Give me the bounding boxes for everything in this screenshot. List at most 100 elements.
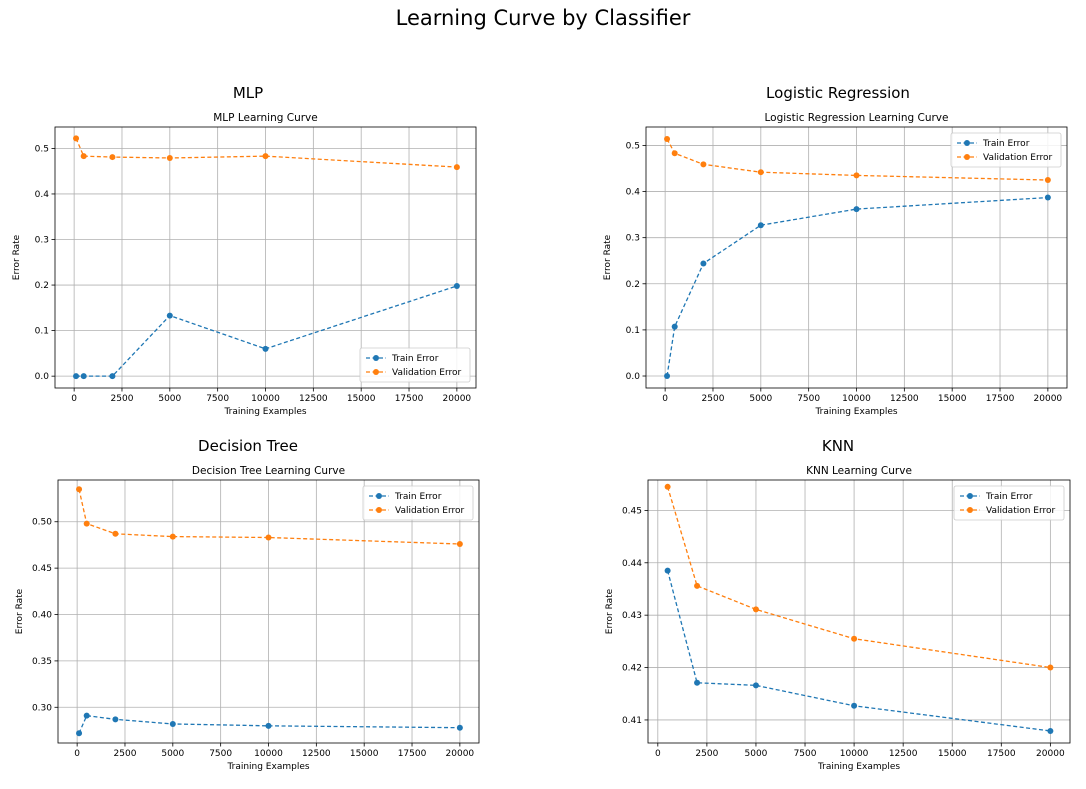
- chart-title: Decision Tree Learning Curve: [192, 465, 345, 477]
- data-point-train: [664, 373, 671, 380]
- x-tick-label: 0: [662, 394, 668, 404]
- chart-title: KNN Learning Curve: [806, 465, 912, 477]
- data-point-validation: [456, 541, 463, 548]
- data-point-train: [166, 312, 173, 319]
- y-tick-label: 0.40: [32, 611, 52, 621]
- data-point-train: [73, 373, 80, 380]
- series-line-train: [666, 196, 1048, 377]
- x-tick-label: 10000: [254, 749, 283, 759]
- x-axis-label: Training Examples: [817, 762, 900, 772]
- panel-title-mlp: MLP: [232, 84, 264, 102]
- figure-title: Learning Curve by Classifier: [395, 6, 691, 30]
- x-tick-label: 15000: [350, 749, 379, 759]
- data-point-validation: [262, 153, 269, 160]
- data-point-validation: [112, 530, 119, 537]
- legend-label: Train Error: [985, 492, 1033, 502]
- x-tick-label: 12500: [299, 394, 328, 404]
- legend-box: [359, 347, 471, 383]
- x-tick-label: 7500: [794, 749, 817, 759]
- y-tick-label: 0.45: [32, 564, 52, 574]
- data-point-train: [169, 720, 176, 727]
- x-tick-label: 12500: [889, 749, 918, 759]
- data-point-validation: [694, 582, 701, 589]
- data-point-validation: [664, 483, 671, 490]
- x-axis-label: Training Examples: [226, 762, 309, 772]
- x-tick-label: 20000: [443, 394, 472, 404]
- x-tick-label: 17500: [986, 394, 1015, 404]
- data-point-train: [664, 567, 671, 574]
- x-tick-label: 5000: [161, 749, 184, 759]
- legend-box: [362, 485, 474, 521]
- legend: Train Error Validation Error: [953, 485, 1065, 521]
- x-tick-label: 5000: [749, 394, 772, 404]
- x-tick-label: 0: [655, 749, 661, 759]
- y-tick-label: 0.3: [35, 236, 49, 246]
- y-tick-label: 0.5: [626, 141, 640, 151]
- y-tick-label: 0.4: [35, 190, 50, 200]
- data-point-train: [694, 679, 701, 686]
- y-tick-label: 0.0: [626, 372, 641, 382]
- y-axis-label: Error Rate: [12, 234, 22, 280]
- y-tick-label: 0.2: [35, 281, 49, 291]
- x-tick-label: 15000: [347, 394, 376, 404]
- data-point-train: [853, 206, 860, 213]
- y-tick-label: 0.4: [626, 188, 641, 198]
- data-point-train: [262, 345, 269, 352]
- x-axis-label: Training Examples: [814, 407, 897, 417]
- y-axis-label: Error Rate: [15, 588, 25, 634]
- series-line-validation: [78, 489, 460, 545]
- chart-decision-tree: Decision Tree Learning Curve 0 2500 5000 750…: [15, 465, 480, 772]
- data-point-validation: [453, 164, 460, 171]
- x-tick-label: 7500: [209, 749, 232, 759]
- data-point-train: [76, 730, 83, 737]
- legend-swatch-marker: [376, 493, 382, 499]
- x-tick-label: 7500: [206, 394, 229, 404]
- panel-title-knn: KNN: [821, 437, 855, 455]
- data-point-train: [80, 373, 87, 380]
- x-tick-label: 10000: [842, 394, 871, 404]
- y-tick-label: 0.0: [35, 372, 50, 382]
- legend: Train Error Validation Error: [359, 347, 471, 383]
- data-point-train: [757, 222, 764, 229]
- series-line-validation: [75, 138, 457, 168]
- data-point-train: [265, 722, 272, 729]
- legend-label: Validation Error: [983, 153, 1053, 163]
- data-point-validation: [757, 169, 764, 176]
- x-tick-label: 20000: [446, 749, 475, 759]
- legend-swatch-marker: [967, 493, 973, 499]
- data-point-train: [83, 712, 90, 719]
- data-point-validation: [664, 135, 671, 142]
- x-tick-label: 2500: [695, 749, 718, 759]
- y-axis-label: Error Rate: [603, 234, 613, 280]
- legend-swatch-marker: [964, 154, 970, 160]
- y-tick-label: 0.41: [622, 716, 642, 726]
- y-tick-label: 0.42: [622, 664, 642, 674]
- data-point-train: [112, 716, 119, 723]
- x-tick-label: 20000: [1034, 394, 1063, 404]
- data-point-train: [851, 702, 858, 709]
- data-point-validation: [851, 635, 858, 642]
- series-line-validation: [667, 486, 1051, 669]
- x-tick-label: 12500: [302, 749, 331, 759]
- legend: Train Error Validation Error: [950, 132, 1062, 168]
- x-tick-label: 2500: [702, 394, 725, 404]
- x-tick-label: 20000: [1036, 749, 1065, 759]
- data-point-validation: [169, 533, 176, 540]
- data-point-validation: [265, 534, 272, 541]
- data-point-validation: [752, 606, 759, 613]
- legend-label: Validation Error: [986, 506, 1056, 516]
- x-tick-label: 10000: [840, 749, 869, 759]
- data-point-validation: [76, 486, 83, 493]
- data-point-train: [456, 724, 463, 731]
- x-tick-label: 12500: [890, 394, 919, 404]
- legend-label: Validation Error: [395, 506, 465, 516]
- y-tick-label: 0.1: [626, 326, 640, 336]
- chart-mlp: MLP Learning Curve 0 2500 5000 7500 10000 1250…: [12, 112, 477, 417]
- data-point-train: [453, 282, 460, 289]
- legend-label: Train Error: [391, 354, 439, 364]
- data-point-validation: [671, 150, 678, 157]
- data-point-train: [1047, 727, 1054, 734]
- chart-knn: KNN Learning Curve 0 2500 5000 7500 10000 1250…: [605, 465, 1071, 772]
- x-tick-label: 7500: [797, 394, 820, 404]
- x-tick-label: 17500: [395, 394, 424, 404]
